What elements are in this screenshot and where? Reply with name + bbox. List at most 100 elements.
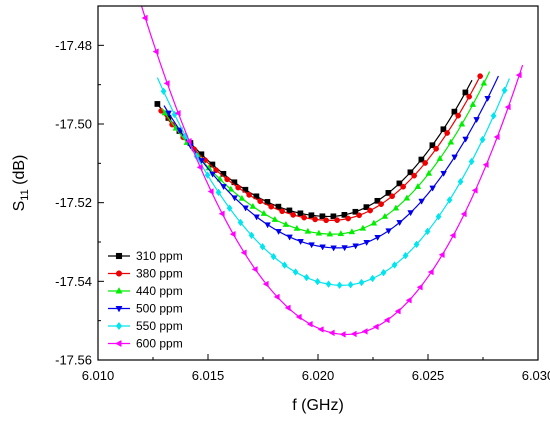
data-point <box>515 71 522 79</box>
data-point <box>479 135 486 144</box>
x-axis-title: f (GHz) <box>292 397 344 414</box>
y-axis-title-sub: 11 <box>19 189 31 200</box>
data-point <box>268 203 274 210</box>
data-point <box>440 126 447 133</box>
y-tick-label: -17.56 <box>55 353 92 368</box>
legend-item: 380 ppm <box>108 267 183 281</box>
data-point <box>356 212 362 219</box>
x-tick-label: 6.020 <box>302 368 335 383</box>
data-point <box>242 205 249 212</box>
x-tick-label: 6.010 <box>82 368 115 383</box>
legend-item: 310 ppm <box>108 249 183 263</box>
data-point <box>446 196 453 204</box>
data-point <box>413 240 420 249</box>
data-point <box>414 182 422 189</box>
data-point <box>385 190 392 196</box>
data-point <box>347 280 354 289</box>
y-axis-title-main: S <box>11 201 28 212</box>
data-point <box>394 307 401 315</box>
data-point <box>260 209 268 216</box>
legend-item: 440 ppm <box>108 284 183 298</box>
series-layer <box>140 6 524 338</box>
data-point <box>282 220 290 227</box>
legend-label: 440 ppm <box>136 284 183 298</box>
data-point <box>391 261 398 269</box>
data-point <box>504 103 511 111</box>
data-point <box>330 213 337 220</box>
data-point <box>389 193 395 200</box>
data-point <box>455 112 461 119</box>
data-point <box>270 252 277 261</box>
data-point <box>429 142 436 149</box>
y-axis-title-unit: (dB) <box>11 155 28 190</box>
data-point <box>473 117 480 124</box>
data-point <box>185 137 192 145</box>
data-point <box>325 280 332 288</box>
data-point <box>416 283 423 291</box>
data-point <box>286 207 293 214</box>
data-point <box>462 136 469 143</box>
data-point <box>165 110 172 117</box>
data-point <box>451 154 458 161</box>
data-point <box>257 198 263 205</box>
data-point <box>249 202 257 209</box>
data-point <box>407 210 414 217</box>
data-point <box>319 244 326 251</box>
data-point <box>458 120 466 127</box>
data-point <box>213 167 219 174</box>
series-600-ppm <box>140 6 524 338</box>
data-point <box>383 316 390 324</box>
data-point <box>273 293 280 301</box>
data-point <box>372 323 379 331</box>
data-point <box>330 245 337 252</box>
data-point <box>284 304 291 312</box>
data-point <box>161 109 169 116</box>
data-point <box>396 220 403 227</box>
data-point <box>196 163 203 171</box>
legend: 310 ppm 380 ppm 440 ppm 500 ppm 550 ppm 600 p… <box>108 249 183 351</box>
x-tick-label: 6.015 <box>192 368 225 383</box>
legend-item: 600 ppm <box>108 337 183 351</box>
data-point <box>469 100 477 107</box>
data-point <box>429 185 436 192</box>
data-point <box>447 138 455 145</box>
data-point <box>374 197 381 204</box>
data-point <box>207 188 214 195</box>
data-point <box>259 242 266 251</box>
data-point <box>224 176 230 183</box>
data-point <box>403 194 411 201</box>
data-point <box>315 229 323 236</box>
data-point <box>436 154 444 161</box>
legend-label: 550 ppm <box>136 319 183 333</box>
data-point <box>204 171 211 179</box>
data-point <box>306 320 313 328</box>
data-point <box>352 208 359 215</box>
data-point <box>369 274 376 283</box>
data-point <box>297 210 304 217</box>
data-point <box>363 240 370 247</box>
data-point <box>174 109 181 117</box>
data-point <box>370 219 378 226</box>
data-point <box>336 281 343 290</box>
data-point <box>334 217 340 223</box>
data-point <box>275 229 282 236</box>
y-tick-label: -17.52 <box>55 195 92 210</box>
data-point <box>323 217 329 224</box>
data-point <box>231 195 238 202</box>
data-point <box>226 204 233 212</box>
data-point <box>361 328 368 335</box>
data-point <box>152 48 159 55</box>
data-point <box>292 268 299 276</box>
data-point <box>229 230 236 238</box>
data-point <box>438 251 445 259</box>
series-500-ppm <box>163 75 499 252</box>
data-point <box>358 278 365 287</box>
data-point <box>326 230 334 237</box>
data-point <box>220 184 227 191</box>
x-tick-label: 6.025 <box>412 368 445 383</box>
data-point <box>262 280 269 288</box>
data-point <box>435 212 442 221</box>
legend-swatch-marker <box>115 287 123 294</box>
data-point <box>317 326 324 333</box>
